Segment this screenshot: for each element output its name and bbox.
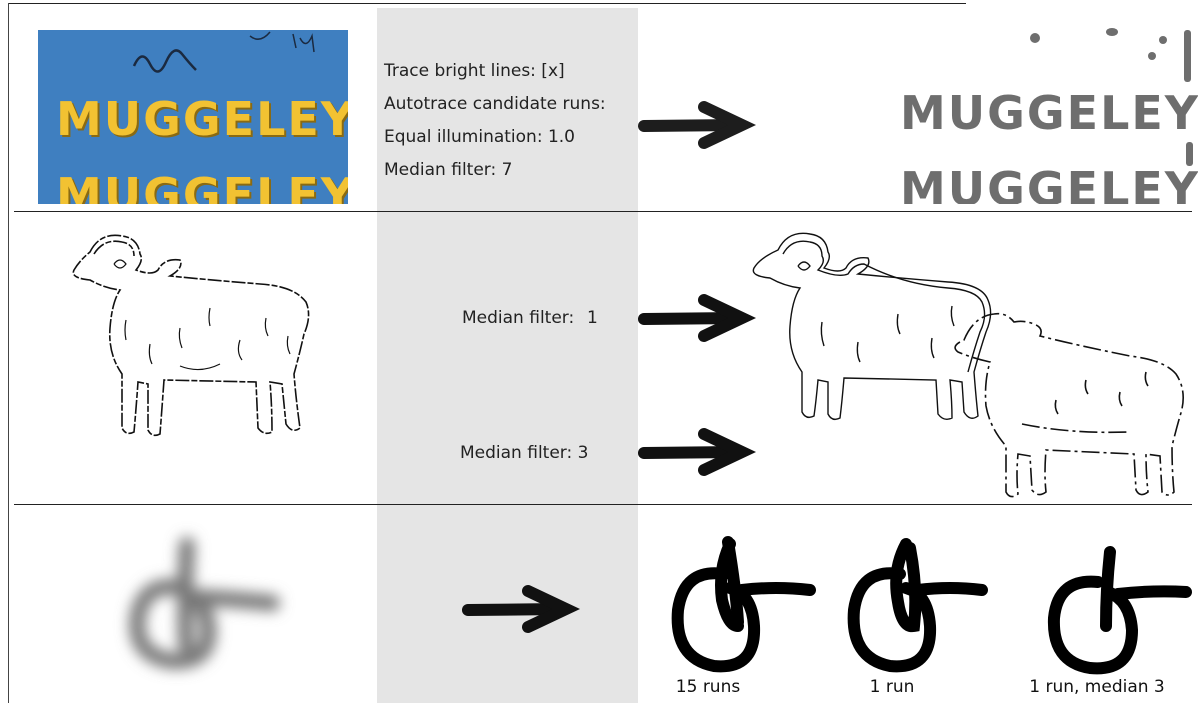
traced-word-bottom: MUGGELEY [900, 162, 1198, 204]
traced-text-result: MUGGELEY MUGGELEY [880, 10, 1198, 204]
median-filter-value-a: 1 [587, 308, 598, 328]
setting-autotrace-runs: Autotrace candidate runs: [384, 94, 606, 114]
top-border [8, 3, 966, 4]
right-arrow-icon [638, 101, 757, 149]
median-filter-label-a: Median filter: [462, 308, 575, 328]
setting-median-filter: Median filter: 7 [384, 160, 513, 180]
setting-trace-bright-lines: Trace bright lines: [x] [384, 61, 565, 81]
right-arrow-icon [638, 428, 757, 476]
photo-word-bottom: MUGGELEY [56, 168, 348, 204]
glyph-trace-15-runs [671, 536, 816, 673]
photo-word-top: MUGGELEY [56, 92, 348, 146]
right-arrow-icon [462, 585, 581, 633]
blurry-input-glyph [129, 537, 280, 670]
glyph-trace-1-run-median-3 [1047, 546, 1192, 675]
median-filter-label-b: Median filter: 3 [460, 443, 589, 463]
setting-equal-illumination: Equal illumination: 1.0 [384, 127, 576, 147]
traced-word-top: MUGGELEY [900, 86, 1198, 140]
caption-1-run-median-3: 1 run, median 3 [1029, 677, 1165, 697]
sheep-trace-median-1 [752, 232, 992, 421]
right-arrow-icon [638, 294, 757, 342]
photo-scribbles [132, 31, 315, 73]
row-divider-2 [14, 504, 1192, 505]
row-divider-1 [14, 211, 1192, 212]
sheep-trace-median-3 [954, 312, 1184, 498]
muggeley-photo: MUGGELEY MUGGELEY [38, 30, 348, 204]
traced-dots [1030, 28, 1193, 166]
left-border [8, 3, 9, 703]
caption-1-run: 1 run [869, 677, 915, 697]
glyph-trace-1-run [847, 538, 988, 673]
settings-column-background [377, 8, 638, 703]
caption-15-runs: 15 runs [675, 677, 741, 697]
sheep-input-sketch [72, 234, 310, 437]
